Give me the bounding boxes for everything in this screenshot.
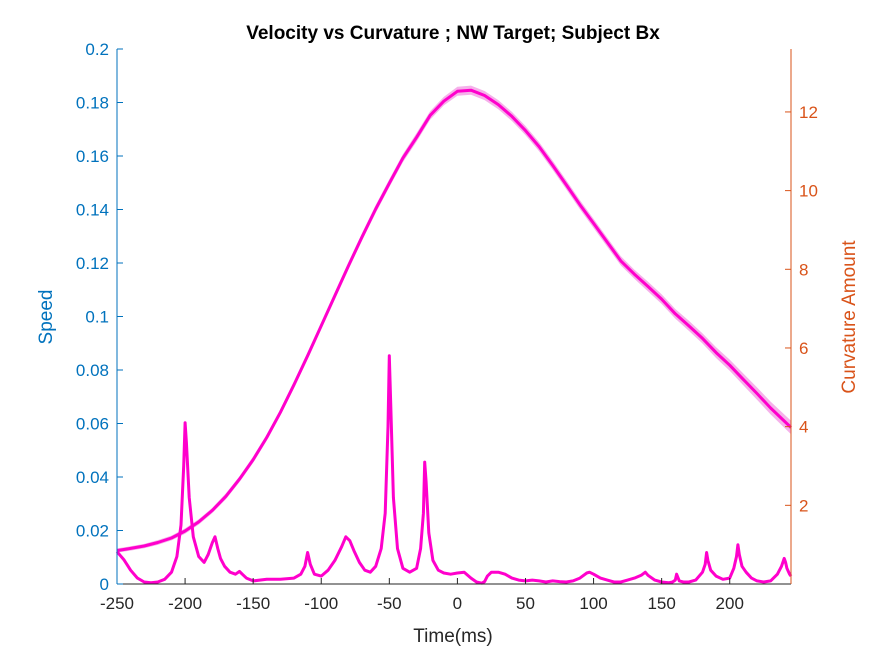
y-axis-left: 0 0.02 0.04 0.06 0.08 0.1 0.12 0.14 0.16 0.18 0.2 — [76, 40, 123, 594]
y-left-tick-label: 0.18 — [76, 94, 109, 113]
chart-title: Velocity vs Curvature ; NW Target; Subje… — [246, 23, 660, 44]
y-right-tick-label: 4 — [799, 418, 808, 437]
y-left-tick-label: 0.06 — [76, 415, 109, 434]
y-right-tick-label: 6 — [799, 339, 808, 358]
y-right-tick-label: 12 — [799, 103, 818, 122]
y-left-tick-label: 0.04 — [76, 468, 109, 487]
y-axis-right-label: Curvature Amount — [839, 240, 860, 394]
x-axis: -250 -200 -150 -100 -50 0 50 100 150 200 — [100, 578, 791, 613]
speed-series-line — [116, 88, 793, 553]
y-left-tick-label: 0 — [100, 575, 109, 594]
y-axis-right: 2 4 6 8 10 12 — [785, 49, 818, 584]
y-left-tick-label: 0.12 — [76, 254, 109, 273]
x-tick-label: 50 — [516, 594, 535, 613]
y-left-tick-label: 0.1 — [85, 308, 109, 327]
y-axis-left-label: Speed — [36, 290, 57, 345]
x-tick-label: -50 — [377, 594, 402, 613]
y-left-tick-label: 0.2 — [85, 40, 109, 59]
x-tick-label: -200 — [168, 594, 202, 613]
x-tick-label: 150 — [647, 594, 675, 613]
x-tick-label: -250 — [100, 594, 134, 613]
plot-area — [115, 85, 793, 585]
x-tick-label: 0 — [453, 594, 462, 613]
y-left-tick-label: 0.08 — [76, 361, 109, 380]
curvature-series-line — [115, 354, 793, 585]
y-right-tick-label: 10 — [799, 182, 818, 201]
y-left-tick-label: 0.16 — [76, 147, 109, 166]
x-tick-label: 200 — [716, 594, 744, 613]
x-tick-label: 100 — [579, 594, 607, 613]
x-tick-label: -100 — [304, 594, 338, 613]
y-left-tick-label: 0.02 — [76, 522, 109, 541]
y-right-tick-label: 8 — [799, 260, 808, 279]
y-right-tick-label: 2 — [799, 496, 808, 515]
x-axis-label: Time(ms) — [413, 626, 493, 647]
x-tick-label: -150 — [236, 594, 270, 613]
y-left-tick-label: 0.14 — [76, 201, 109, 220]
